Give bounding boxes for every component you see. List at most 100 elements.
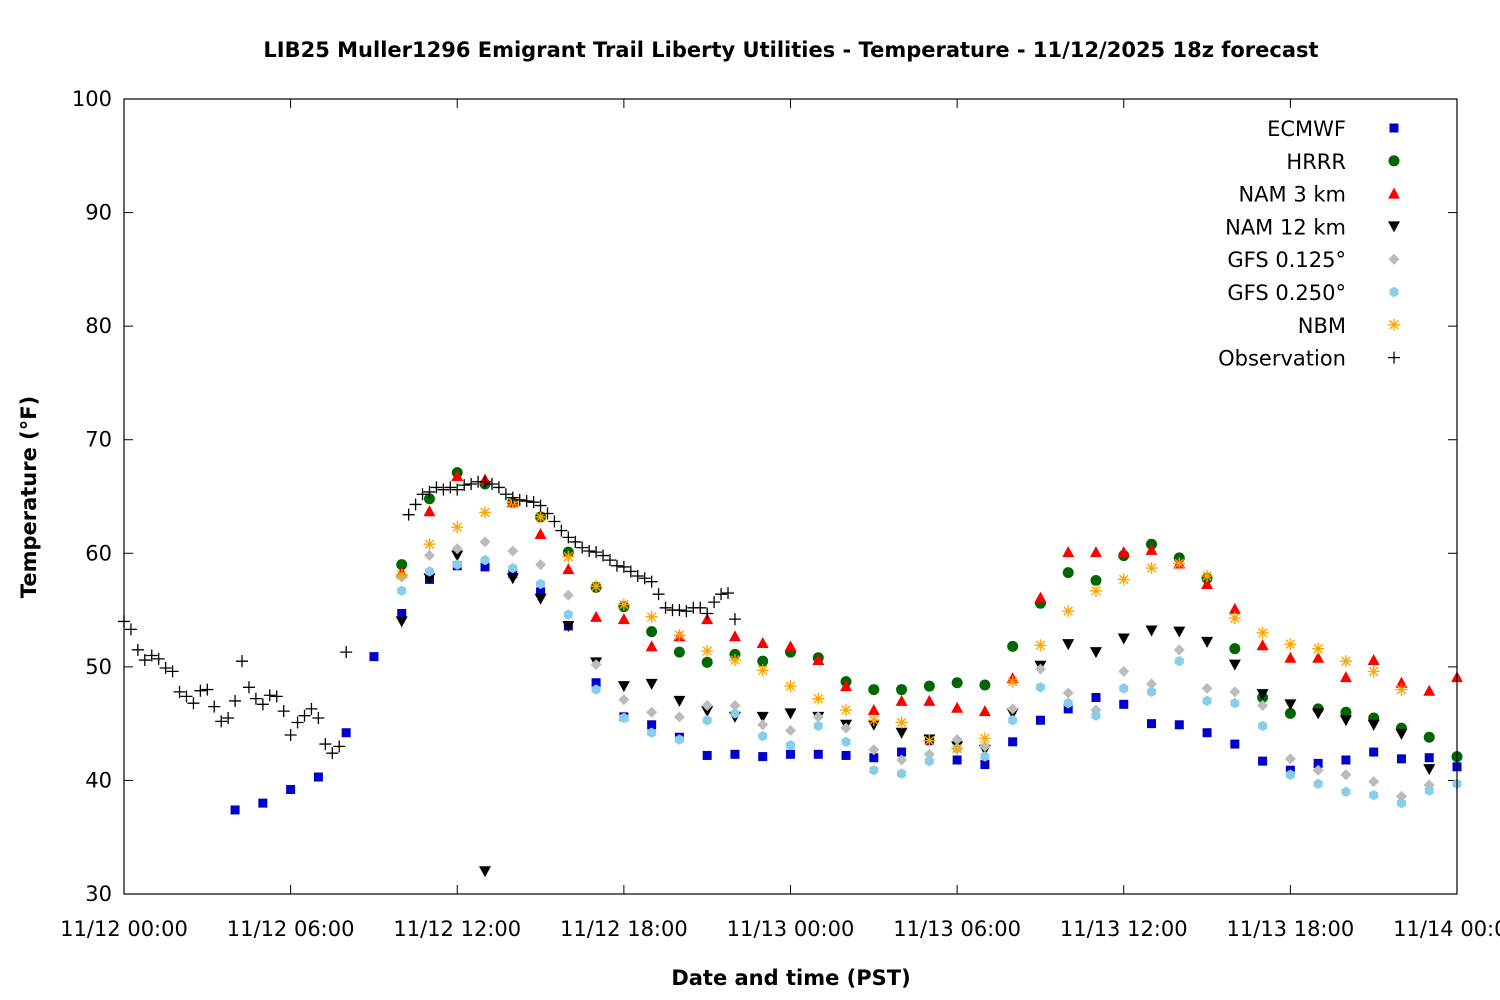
data-point-nam-3-km [423, 505, 436, 517]
data-point-observation [229, 694, 242, 707]
data-point-observation [548, 515, 561, 528]
data-point-nam-12-km [395, 616, 408, 628]
data-point-ecmwf [1424, 753, 1434, 763]
data-point-ecmwf [341, 728, 351, 738]
data-point-observation [222, 711, 235, 724]
data-point-gfs-0-125 [896, 754, 908, 766]
data-point-observation [131, 643, 144, 656]
x-tick-label: 11/12 06:00 [227, 917, 355, 941]
data-point-nam-3-km [1312, 651, 1325, 663]
data-point-ecmwf [869, 753, 879, 763]
y-tick-label: 90 [85, 201, 112, 225]
data-point-nam-12-km [645, 678, 658, 690]
data-point-ecmwf [591, 678, 601, 688]
data-point-observation [458, 479, 471, 492]
data-point-nam-12-km [1312, 708, 1325, 720]
data-point-observation [485, 478, 498, 491]
data-point-nam-3-km [451, 470, 464, 482]
data-point-observation [701, 607, 714, 620]
data-point-observation [610, 559, 623, 572]
data-point-observation [173, 685, 186, 698]
data-point-gfs-0-250 [508, 562, 518, 574]
data-point-ecmwf [258, 798, 268, 808]
data-point-nbm [951, 742, 964, 755]
data-point-hrrr [1423, 731, 1435, 743]
data-point-gfs-0-250 [1174, 655, 1184, 667]
data-point-observation [201, 683, 214, 696]
data-point-observation [645, 575, 658, 588]
data-point-nbm [1062, 605, 1075, 618]
data-point-observation [249, 692, 262, 705]
data-point-nam-3-km [534, 527, 547, 539]
data-point-hrrr [1062, 567, 1074, 579]
data-point-nbm [1006, 675, 1019, 688]
data-point-observation [652, 588, 665, 601]
series-gfs-0-250 [397, 554, 1462, 809]
legend-marker-nam-3-km [1388, 187, 1400, 199]
data-point-observation [437, 483, 450, 496]
data-point-nbm [1395, 683, 1408, 696]
data-point-gfs-0-125 [562, 589, 574, 601]
data-point-nbm [479, 506, 492, 519]
data-point-gfs-0-250 [1341, 786, 1351, 797]
data-point-gfs-0-250 [1119, 683, 1129, 694]
data-point-observation [409, 498, 422, 511]
data-point-gfs-0-250 [674, 734, 684, 745]
data-point-nam-3-km [645, 640, 658, 652]
series-gfs-0-125 [396, 536, 1435, 802]
legend-label-nam-12-km: NAM 12 km [1225, 215, 1346, 239]
data-point-nbm [1256, 626, 1269, 639]
data-point-gfs-0-125 [812, 711, 824, 723]
data-point-nbm [840, 704, 853, 717]
data-point-observation [187, 697, 200, 710]
data-point-observation [569, 535, 582, 548]
data-point-nam-3-km [756, 637, 769, 649]
data-point-gfs-0-125 [618, 694, 630, 706]
data-point-nam-12-km [451, 550, 464, 562]
data-point-nbm [756, 664, 769, 677]
plot-frame [123, 98, 1458, 895]
legend-label-gfs-0-250: GFS 0.250° [1227, 281, 1346, 305]
data-point-gfs-0-125 [1146, 678, 1158, 690]
data-point-nbm [1034, 639, 1047, 652]
data-point-nam-3-km [1395, 676, 1408, 688]
series-hrrr [396, 467, 1463, 763]
series-nam-12-km [395, 550, 1436, 878]
data-point-nbm [701, 644, 714, 657]
data-point-nam-12-km [1201, 636, 1214, 648]
data-point-gfs-0-250 [786, 740, 795, 751]
data-point-observation [722, 587, 735, 600]
data-point-nam-12-km [1117, 633, 1130, 645]
data-point-nam-3-km [1145, 543, 1158, 555]
data-point-nbm [784, 680, 797, 693]
data-point-gfs-0-250 [619, 712, 629, 724]
data-point-observation [166, 665, 179, 678]
data-point-gfs-0-125 [423, 550, 435, 562]
legend-label-hrrr: HRRR [1286, 150, 1346, 174]
data-point-nbm [1117, 573, 1130, 586]
data-point-hrrr [868, 684, 880, 696]
data-point-gfs-0-125 [1312, 764, 1324, 776]
data-point-gfs-0-250 [813, 720, 823, 732]
data-point-nam-12-km [1089, 647, 1102, 659]
data-point-observation [728, 613, 741, 626]
data-point-nbm [1228, 612, 1241, 625]
data-point-nbm [1173, 557, 1186, 570]
data-point-observation [291, 716, 304, 729]
data-point-nbm [1089, 584, 1102, 597]
data-point-gfs-0-125 [785, 724, 796, 736]
data-point-ecmwf [1313, 758, 1323, 768]
data-point-ecmwf [841, 750, 851, 760]
legend-marker-hrrr [1388, 155, 1400, 167]
data-point-nam-12-km [756, 711, 769, 723]
legend-label-ecmwf: ECMWF [1267, 117, 1346, 141]
data-point-nam-12-km [1339, 715, 1352, 727]
data-point-nam-3-km [895, 694, 908, 706]
data-point-nam-3-km [812, 654, 825, 666]
data-point-ecmwf [980, 760, 990, 770]
data-point-ecmwf [480, 562, 490, 572]
data-point-observation [562, 531, 575, 544]
legend-marker-nbm [1388, 318, 1400, 331]
data-point-observation [659, 601, 672, 614]
